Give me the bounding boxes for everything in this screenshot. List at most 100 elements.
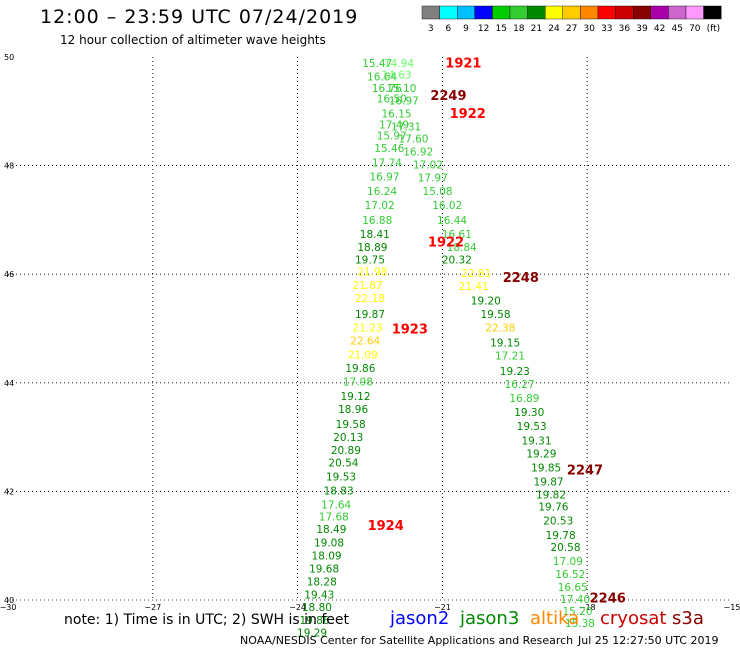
- wave-height-value: 15.46: [374, 143, 404, 155]
- colorbar-label: 18: [513, 24, 525, 34]
- wave-height-value: 18.89: [357, 242, 387, 254]
- wave-height-value: 17.97: [418, 173, 448, 185]
- wave-height-value: 20.89: [331, 445, 361, 457]
- pass-time-label: 2249: [430, 89, 466, 104]
- wave-height-value: 17.68: [319, 511, 349, 523]
- pass-time-label: 2247: [567, 464, 603, 479]
- wave-height-value: 15.38: [565, 618, 595, 630]
- wave-height-value: 16.52: [555, 569, 585, 581]
- colorbar-swatch: [527, 5, 546, 20]
- wave-height-value: 19.08: [314, 537, 344, 549]
- pass-time-label: 2248: [503, 271, 539, 286]
- colorbar-swatch: [509, 5, 528, 20]
- wave-height-value: 16.89: [509, 393, 539, 405]
- colorbar-swatch: [421, 5, 440, 20]
- colorbar-swatch: [703, 5, 722, 20]
- wave-height-value: 20.32: [442, 255, 472, 267]
- wave-height-value: 16.15: [382, 108, 412, 120]
- pass-time-label: 1924: [368, 519, 404, 534]
- wave-height-value: 17.74: [372, 157, 402, 169]
- colorbar-label: (ft): [707, 24, 721, 34]
- chart-grid: [8, 57, 732, 600]
- wave-height-value: 19.82: [536, 490, 566, 502]
- pass-time-label: 1921: [445, 56, 481, 71]
- colorbar-label: 24: [548, 24, 560, 34]
- colorbar-swatch: [474, 5, 493, 20]
- wave-height-value: 17.60: [398, 133, 428, 145]
- wave-height-value: 18.84: [447, 242, 477, 254]
- wave-height-points: 15.4714.9414.6316.6416.7615.1016.5016.97…: [297, 58, 595, 640]
- color-scale-legend: 3 6 9 12 15 18 21 24 27 30 33 36 39 42 45 70 (ft): [421, 5, 722, 34]
- wave-height-value: 19.68: [309, 564, 339, 576]
- legend-s3a: s3a: [672, 608, 704, 629]
- colorbar-swatch: [668, 5, 687, 20]
- wave-height-value: 19.29: [526, 448, 556, 460]
- colorbar-label: 3: [428, 24, 434, 34]
- wave-height-value: 19.58: [336, 419, 366, 431]
- wave-height-value: 16.61: [442, 229, 472, 241]
- legend-cryosat: cryosat: [600, 608, 667, 629]
- x-tick-label: −30: [0, 603, 16, 612]
- footer-timestamp: Jul 25 12:27:50 UTC 2019: [578, 634, 719, 647]
- wave-height-value: 19.29: [297, 628, 327, 640]
- wave-height-value: 19.86: [345, 363, 375, 375]
- wave-height-value: 16.92: [403, 146, 433, 158]
- wave-height-value: 19.87: [534, 477, 564, 489]
- wave-height-value: 16.76: [372, 83, 402, 95]
- wave-height-value: 17.21: [495, 351, 525, 363]
- colorbar-label: 27: [566, 24, 577, 34]
- x-tick-label: −21: [434, 603, 451, 612]
- y-tick-label: 48: [4, 162, 14, 171]
- colorbar-label: 30: [583, 24, 595, 34]
- wave-height-value: 21.87: [353, 280, 383, 292]
- legend-jason3: jason3: [460, 608, 520, 629]
- page-title: 12:00 – 23:59 UTC 07/24/2019: [40, 6, 359, 28]
- wave-height-value: 17.02: [365, 200, 395, 212]
- wave-height-value: 19.76: [538, 502, 568, 514]
- wave-height-value: 20.13: [333, 432, 363, 444]
- wave-height-value: 17.31: [391, 122, 421, 134]
- wave-height-value: 18.41: [360, 229, 390, 241]
- wave-height-value: 16.88: [362, 215, 392, 227]
- colorbar-label: 42: [654, 24, 665, 34]
- wave-height-value: 15.10: [386, 83, 416, 95]
- wave-height-value: 19.15: [490, 338, 520, 350]
- pass-time-label: 1922: [428, 236, 464, 251]
- wave-height-value: 19.85: [531, 463, 561, 475]
- wave-height-value: 21.98: [357, 266, 387, 278]
- x-tick-label: −24: [289, 603, 306, 612]
- wave-height-value: 16.24: [367, 186, 397, 198]
- colorbar-label: 12: [478, 24, 489, 34]
- colorbar-swatch: [685, 5, 704, 20]
- wave-height-value: 20.53: [543, 516, 573, 528]
- wave-height-value: 19.30: [514, 407, 544, 419]
- colorbar-label: 6: [446, 24, 452, 34]
- wave-height-value: 22.38: [485, 322, 515, 334]
- wave-height-value: 16.02: [432, 200, 462, 212]
- wave-height-value: 16.64: [367, 72, 397, 84]
- colorbar-label: 70: [689, 24, 701, 34]
- colorbar-swatch: [457, 5, 476, 20]
- wave-height-value: 20.58: [550, 542, 580, 554]
- footer-credit: NOAA/NESDIS Center for Satellite Applica…: [240, 634, 574, 647]
- y-tick-label: 46: [4, 270, 14, 279]
- colorbar-swatch: [580, 5, 599, 20]
- wave-height-value: 19.75: [355, 255, 385, 267]
- x-tick-label: −18: [579, 603, 596, 612]
- colorbar-swatch: [650, 5, 669, 20]
- page-subtitle: 12 hour collection of altimeter wave hei…: [60, 33, 326, 47]
- pass-time-labels: 1921 2249 1922 1922 2248 1923 2247 1924 2246: [368, 56, 626, 606]
- wave-height-value: 14.63: [382, 69, 412, 81]
- legend-altika: altika: [530, 608, 580, 629]
- colorbar-label: 9: [463, 24, 469, 34]
- wave-height-value: 20.54: [328, 458, 358, 470]
- x-tick-label: −15: [724, 603, 740, 612]
- wave-height-value: 18.28: [307, 577, 337, 589]
- wave-height-value: 17.02: [413, 160, 443, 172]
- chart-axes: −30 −27 −24 −21 −18 −15 40 42 44 46 48 50: [0, 53, 740, 612]
- colorbar-swatch: [633, 5, 652, 20]
- wave-height-value: 16.27: [505, 379, 535, 391]
- colorbar-swatch: [439, 5, 458, 20]
- wave-height-value: 17.49: [379, 119, 409, 131]
